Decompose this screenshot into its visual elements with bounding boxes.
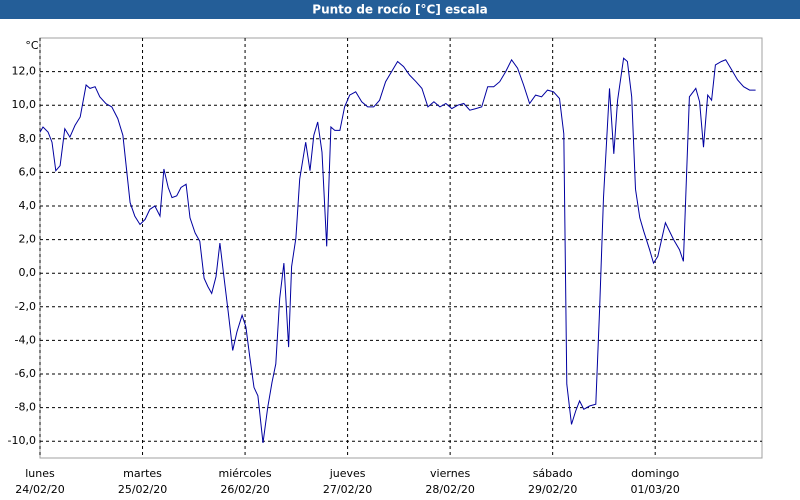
x-tick-date: 25/02/20: [118, 483, 167, 496]
x-tick-label: domingo: [631, 467, 679, 480]
title-bar: [0, 0, 800, 19]
x-tick-date: 01/03/20: [630, 483, 679, 496]
y-tick-label: 8,0: [19, 132, 37, 145]
y-tick-label: 0,0: [19, 266, 37, 279]
y-tick-label: -2,0: [15, 300, 36, 313]
y-tick-label: 6,0: [19, 165, 37, 178]
y-tick-label: 10,0: [12, 98, 37, 111]
x-tick-date: 24/02/20: [15, 483, 64, 496]
x-tick-label: miércoles: [218, 467, 271, 480]
plot-area: [39, 37, 763, 459]
x-tick-label: jueves: [329, 467, 366, 480]
x-tick-label: viernes: [430, 467, 470, 480]
x-tick-date: 28/02/20: [425, 483, 474, 496]
chart-title: Punto de rocío [°C] escala: [312, 3, 487, 17]
y-unit: °C: [25, 39, 39, 52]
x-tick-date: 29/02/20: [528, 483, 577, 496]
x-tick-label: sábado: [533, 467, 573, 480]
y-tick-label: -8,0: [15, 401, 36, 414]
y-tick-label: 4,0: [19, 199, 37, 212]
y-tick-label: -4,0: [15, 333, 36, 346]
y-tick-label: -6,0: [15, 367, 36, 380]
x-tick-date: 26/02/20: [220, 483, 269, 496]
x-tick-label: lunes: [25, 467, 55, 480]
y-tick-label: -10,0: [8, 434, 36, 447]
y-tick-label: 12,0: [12, 65, 37, 78]
x-tick-label: martes: [123, 467, 162, 480]
y-tick-label: 2,0: [19, 233, 37, 246]
x-tick-date: 27/02/20: [323, 483, 372, 496]
data-line: [39, 57, 756, 443]
